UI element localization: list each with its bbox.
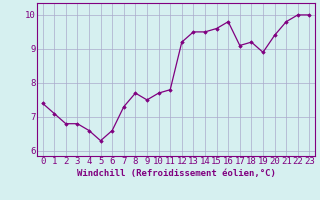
X-axis label: Windchill (Refroidissement éolien,°C): Windchill (Refroidissement éolien,°C)	[76, 169, 276, 178]
